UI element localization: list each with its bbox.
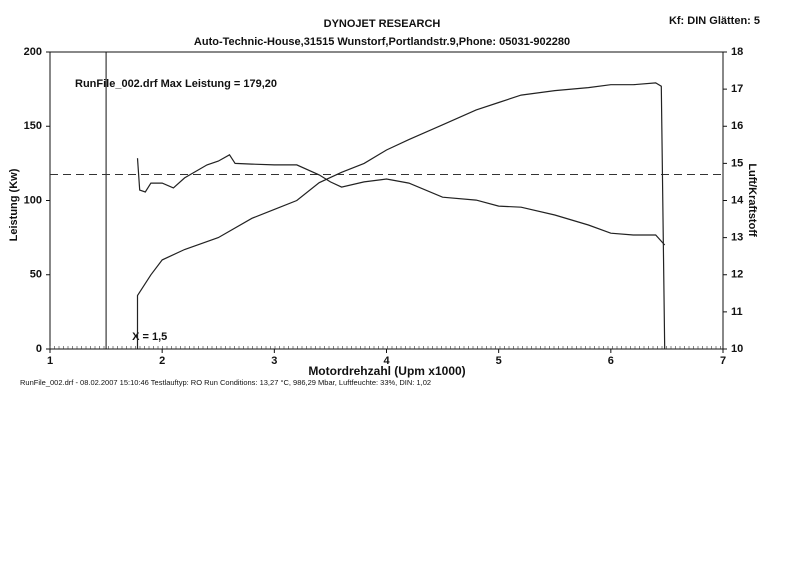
y2-tick-label: 13 <box>731 232 743 244</box>
annotation: RunFile_002.drf Max Leistung = 179,20 <box>75 78 277 90</box>
y2-tick-label: 18 <box>731 46 743 58</box>
y2-tick-label: 12 <box>731 269 743 281</box>
y-tick-label: 150 <box>24 120 42 132</box>
y2-tick-label: 16 <box>731 120 743 132</box>
y2-axis-label: Luft/Kraftstoff <box>746 163 758 237</box>
x-tick-label: 7 <box>720 355 726 367</box>
x-tick-label: 4 <box>383 355 390 367</box>
y2-tick-label: 11 <box>731 306 743 318</box>
y2-tick-label: 17 <box>731 83 743 95</box>
x-tick-label: 5 <box>496 355 502 367</box>
series-line <box>136 154 666 246</box>
y2-tick-label: 10 <box>731 343 743 355</box>
y-tick-label: 200 <box>24 46 42 58</box>
chart-title: DYNOJET RESEARCH <box>324 18 441 30</box>
plot-frame <box>49 51 724 350</box>
y-tick-label: 100 <box>24 194 42 206</box>
series-line <box>136 82 666 350</box>
x-tick-label: 3 <box>271 355 277 367</box>
y-axis-label: Leistung (Kw) <box>8 168 20 241</box>
x-tick-label: 6 <box>608 355 614 367</box>
marker-label: X = 1,5 <box>132 331 167 343</box>
y-tick-label: 50 <box>30 269 42 281</box>
x-tick-label: 2 <box>159 355 165 367</box>
x-tick-label: 1 <box>47 355 53 367</box>
y-tick-label: 0 <box>36 343 42 355</box>
x-axis-label: Motordrehzahl (Upm x1000) <box>308 364 465 378</box>
settings: Kf: DIN Glätten: 5 <box>669 15 760 27</box>
footer: RunFile_002.drf - 08.02.2007 15:10:46 Te… <box>20 378 431 387</box>
chart-subtitle: Auto-Technic-House,31515 Wunstorf,Portla… <box>194 36 570 48</box>
y2-tick-label: 15 <box>731 157 743 169</box>
y2-tick-label: 14 <box>731 194 744 206</box>
